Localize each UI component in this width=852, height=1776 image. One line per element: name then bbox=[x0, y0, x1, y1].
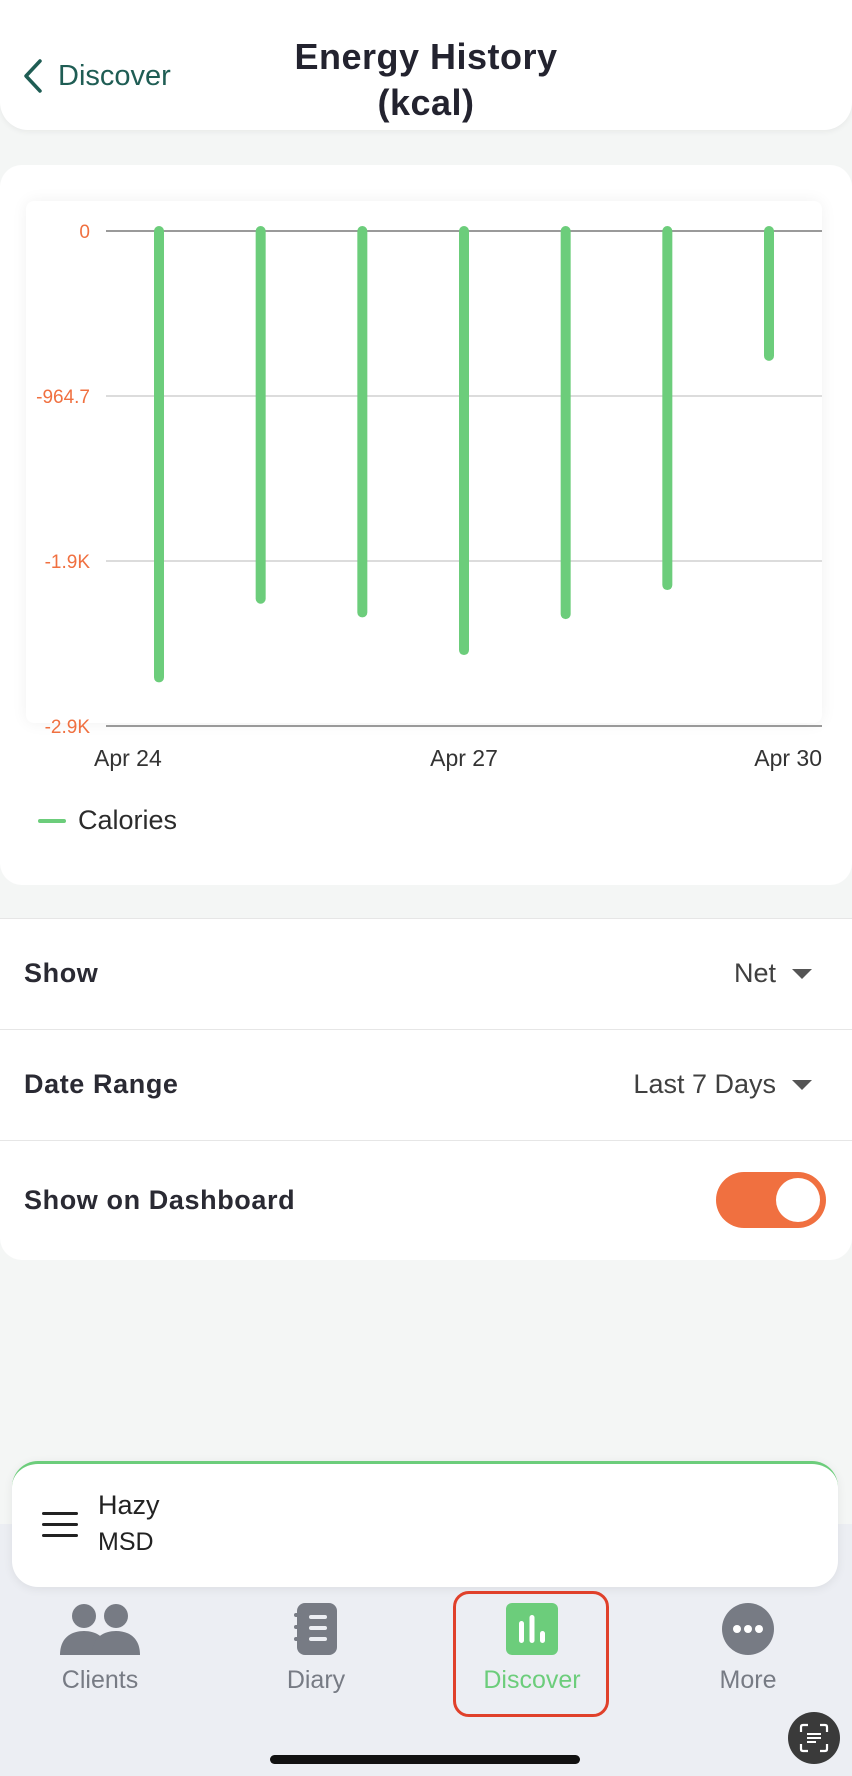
date-range-value: Last 7 Days bbox=[633, 1069, 776, 1099]
y-tick-label: -2.9K bbox=[45, 717, 91, 738]
notebook-icon bbox=[294, 1603, 337, 1655]
tab-label-discover: Discover bbox=[483, 1666, 581, 1694]
page-title: Energy History (kcal) bbox=[226, 34, 626, 126]
tab-more[interactable]: More bbox=[668, 1600, 828, 1710]
title-line-1: Energy History bbox=[294, 36, 558, 77]
dashboard-row: Show on Dashboard bbox=[0, 1140, 852, 1260]
more-dots-icon bbox=[722, 1603, 774, 1655]
client-subtitle: MSD bbox=[98, 1528, 154, 1556]
legend-swatch bbox=[38, 818, 66, 823]
people-icon bbox=[60, 1604, 140, 1655]
y-tick-label: -1.9K bbox=[45, 552, 91, 573]
tab-label-more: More bbox=[719, 1666, 777, 1694]
settings-panel: Show Net Date Range Last 7 Days Show on … bbox=[0, 918, 852, 1260]
date-range-row[interactable]: Date Range Last 7 Days bbox=[0, 1029, 852, 1141]
discover-tab-highlight bbox=[453, 1591, 609, 1717]
y-tick-label: -964.7 bbox=[36, 387, 90, 408]
dashboard-label: Show on Dashboard bbox=[24, 1184, 296, 1215]
chart-legend: Calories bbox=[38, 805, 177, 836]
chart-card: Calories bbox=[0, 165, 852, 885]
x-tick-label: Apr 27 bbox=[430, 745, 498, 771]
show-row[interactable]: Show Net bbox=[0, 918, 852, 1030]
header-bar: Discover Energy History (kcal) bbox=[0, 0, 852, 130]
back-button[interactable]: Discover bbox=[22, 58, 171, 94]
tab-clients[interactable]: Clients bbox=[20, 1600, 180, 1710]
back-label: Discover bbox=[58, 59, 171, 92]
scan-text-button[interactable] bbox=[788, 1712, 840, 1764]
home-indicator bbox=[270, 1755, 580, 1764]
tab-discover[interactable]: Discover bbox=[452, 1600, 612, 1710]
y-tick-label: 0 bbox=[79, 222, 90, 243]
show-value: Net bbox=[733, 958, 776, 988]
date-range-dropdown[interactable]: Last 7 Days bbox=[633, 1069, 812, 1100]
legend-label: Calories bbox=[78, 805, 178, 835]
client-name: Hazy bbox=[98, 1490, 160, 1520]
x-tick-label: Apr 24 bbox=[94, 745, 162, 771]
tab-label-clients: Clients bbox=[61, 1666, 139, 1694]
chevron-left-icon bbox=[24, 59, 42, 93]
x-tick-label: Apr 30 bbox=[754, 745, 822, 771]
bar-chart-icon bbox=[506, 1603, 558, 1655]
show-dropdown[interactable]: Net bbox=[734, 958, 812, 989]
caret-down-icon bbox=[792, 968, 812, 979]
scan-text-icon bbox=[799, 1723, 829, 1753]
tab-diary[interactable]: Diary bbox=[236, 1600, 396, 1710]
tab-label-diary: Diary bbox=[286, 1666, 346, 1694]
client-selector-card[interactable]: Hazy MSD bbox=[12, 1461, 838, 1587]
title-line-2: (kcal) bbox=[377, 82, 475, 123]
show-on-dashboard-toggle[interactable] bbox=[716, 1172, 826, 1228]
caret-down-icon bbox=[792, 1079, 812, 1090]
show-label: Show bbox=[24, 958, 99, 988]
hamburger-menu-icon[interactable] bbox=[42, 1512, 78, 1545]
date-range-label: Date Range bbox=[24, 1069, 179, 1099]
toggle-knob bbox=[776, 1178, 820, 1222]
